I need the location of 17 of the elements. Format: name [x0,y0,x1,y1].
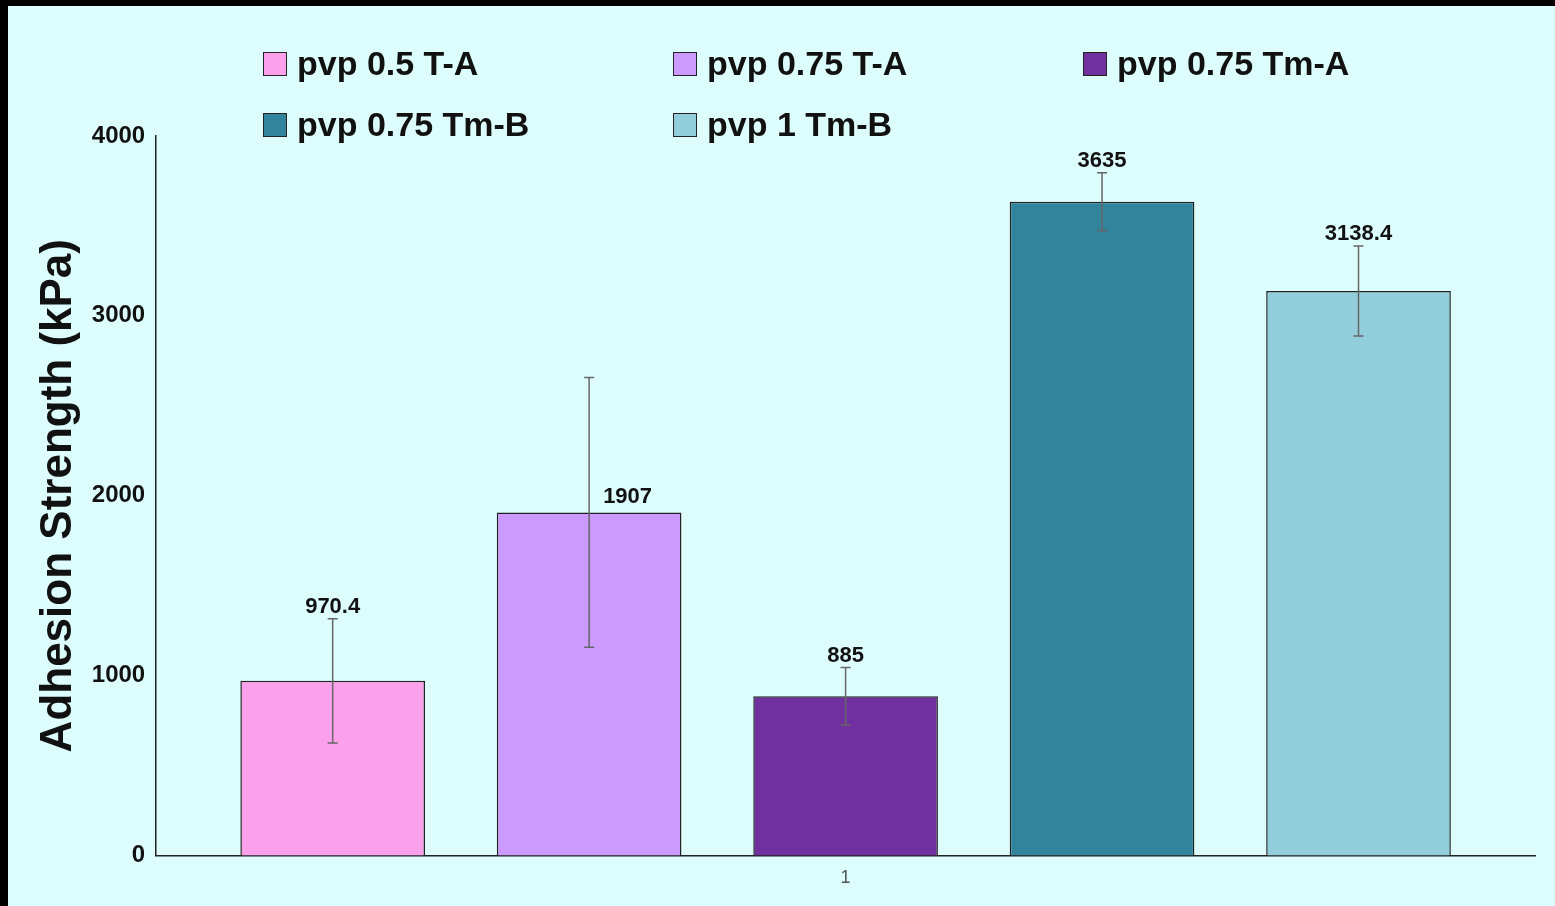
data-label: 1907 [603,483,653,509]
data-label: 3138.4 [1324,220,1393,246]
y-tick-label: 1000 [91,660,146,688]
y-tick-label: 3000 [91,300,146,328]
legend-label: pvp 1 Tm-B [707,105,893,144]
x-tick-label: 1 [840,867,851,888]
legend-label: pvp 0.75 Tm-A [1117,44,1350,83]
data-label: 885 [827,641,864,667]
y-tick-label: 0 [131,840,146,868]
data-label: 970.4 [305,592,361,618]
y-axis-title: Adhesion Strength (kPa) [30,239,80,753]
legend-label: pvp 0.5 T-A [297,44,479,83]
y-tick-label: 4000 [91,120,146,148]
legend-label: pvp 0.75 Tm-B [297,105,530,144]
legend-label: pvp 0.75 T-A [707,44,908,83]
data-label: 3635 [1077,146,1127,172]
y-tick-label: 2000 [91,480,146,508]
